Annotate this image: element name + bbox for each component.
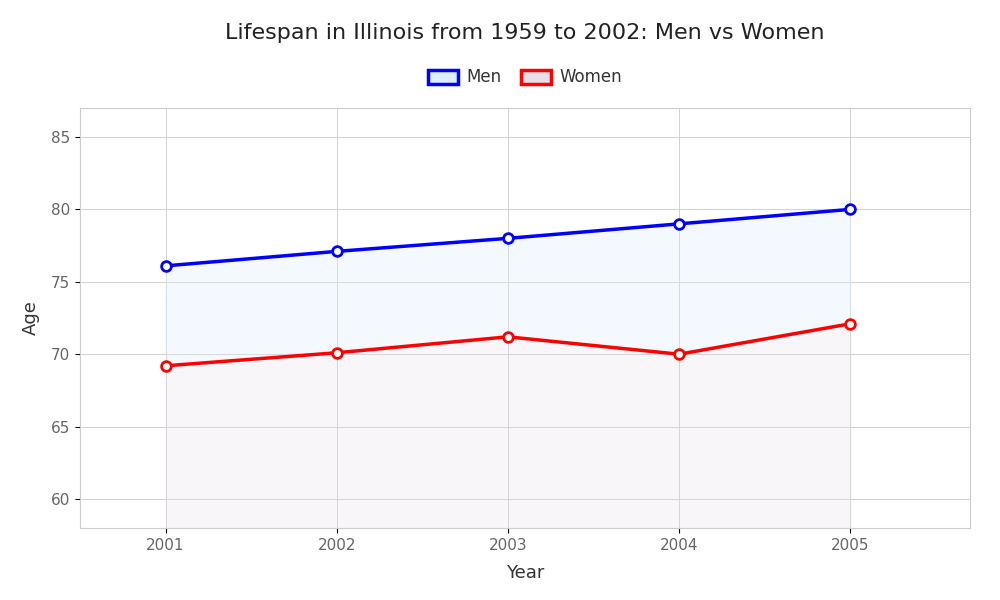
Title: Lifespan in Illinois from 1959 to 2002: Men vs Women: Lifespan in Illinois from 1959 to 2002: … xyxy=(225,23,825,43)
Legend: Men, Women: Men, Women xyxy=(421,62,629,93)
X-axis label: Year: Year xyxy=(506,564,544,582)
Y-axis label: Age: Age xyxy=(22,301,40,335)
